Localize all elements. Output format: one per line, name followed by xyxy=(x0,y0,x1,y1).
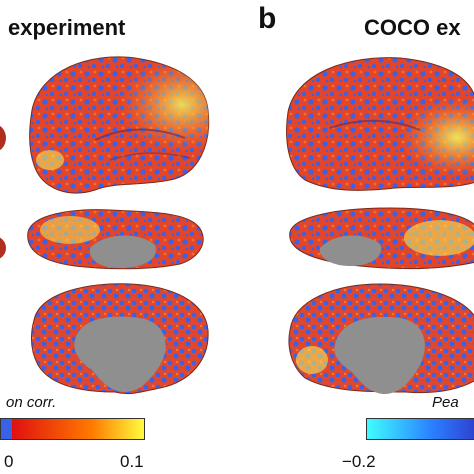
colorbar-b-label: Pea xyxy=(432,394,459,411)
partial-brain-top xyxy=(0,125,6,151)
colorbar-a xyxy=(0,418,145,440)
panel-b-heading: COCO ex xyxy=(364,15,461,40)
panel-a-ventral-brain xyxy=(27,209,204,270)
colorbar-a-label: on corr. xyxy=(6,394,57,411)
partial-brain-middle xyxy=(0,237,6,259)
colorbar-a-tick-max: 0.1 xyxy=(120,452,144,471)
panel-a-lateral-brain xyxy=(29,56,210,194)
panel-a-heading: experiment xyxy=(8,15,126,40)
colorbar-a-tick-min: 0 xyxy=(4,452,14,471)
panel-b-ventral-brain xyxy=(289,207,474,270)
panel-a-medial-brain xyxy=(30,283,209,395)
panel-b-lateral-brain xyxy=(286,57,474,191)
panel-b-letter: b xyxy=(258,2,277,35)
colorbar-b-tick-min: −0.2 xyxy=(342,452,376,471)
colorbar-b xyxy=(366,418,474,440)
panel-b-medial-brain xyxy=(288,283,474,394)
